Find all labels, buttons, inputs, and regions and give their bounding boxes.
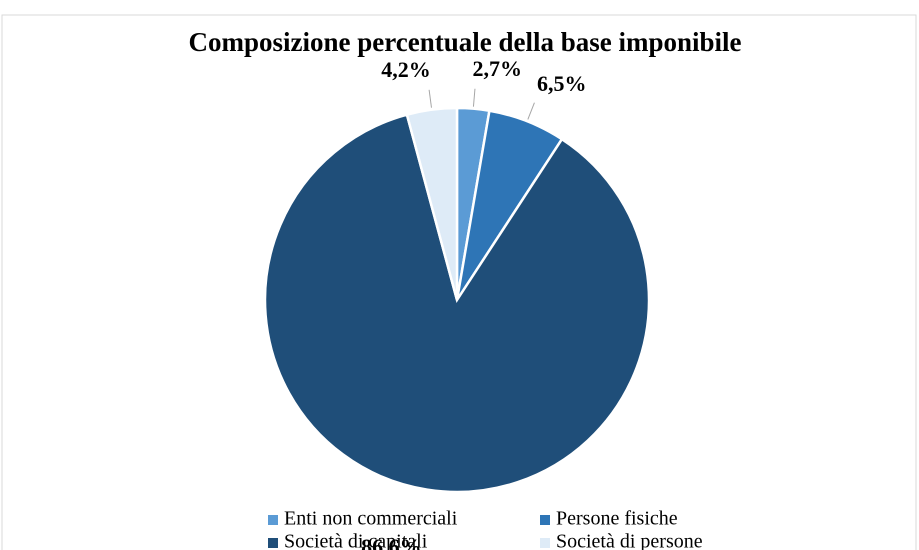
legend-label: Enti non commerciali xyxy=(284,508,458,530)
data-label: 4,2% xyxy=(381,57,431,82)
legend-label: Società di persone xyxy=(556,531,703,550)
pie-slice xyxy=(263,113,651,494)
leader-line xyxy=(527,102,535,120)
legend-swatch xyxy=(268,515,278,525)
legend-label: Società di capitali xyxy=(284,531,428,550)
data-label: 86,6% xyxy=(361,534,422,550)
leader-line xyxy=(428,89,432,108)
legend-swatch xyxy=(540,515,550,525)
data-label: 2,7% xyxy=(472,56,522,81)
legend-swatch xyxy=(540,538,550,548)
legend-label: Persone fisiche xyxy=(556,508,678,530)
chart-title: Composizione percentuale della base impo… xyxy=(188,27,741,57)
legend-swatch xyxy=(268,538,278,548)
leader-line xyxy=(472,88,476,107)
data-label: 6,5% xyxy=(537,71,587,96)
pie-slice xyxy=(405,106,459,301)
